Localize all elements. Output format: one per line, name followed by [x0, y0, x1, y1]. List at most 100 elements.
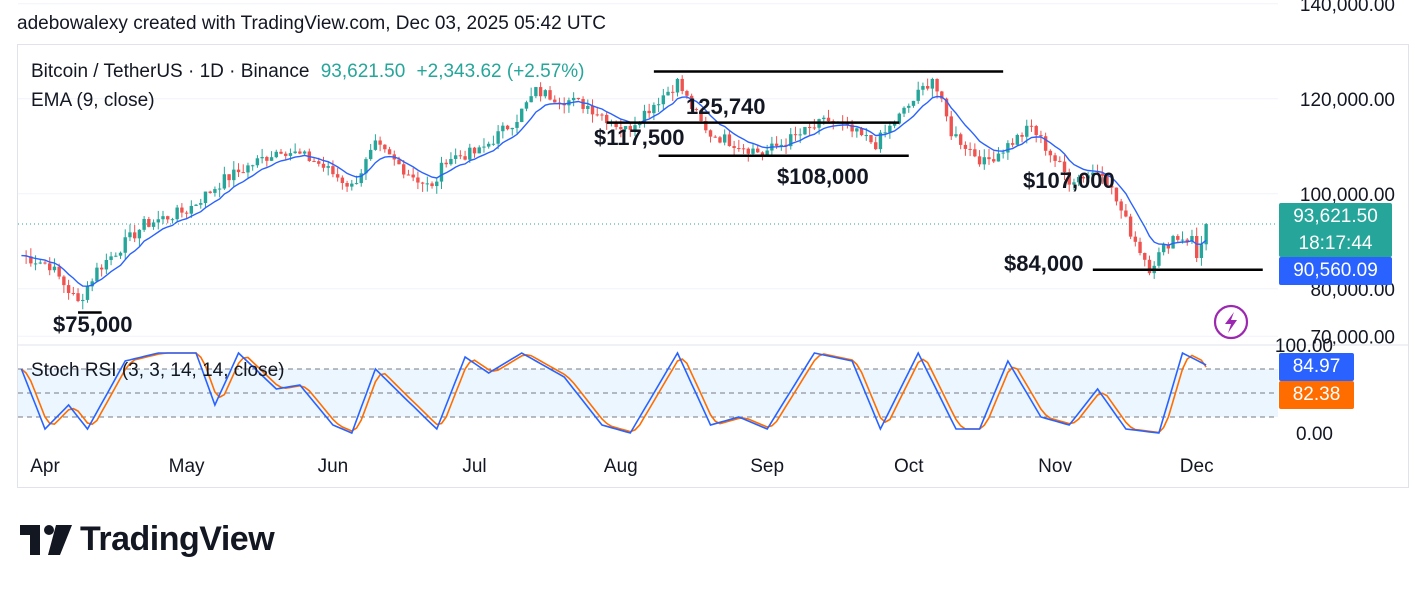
candle — [81, 293, 85, 310]
x-tick-label: Oct — [894, 456, 924, 477]
candle — [1053, 152, 1057, 167]
candle — [76, 288, 80, 303]
candle — [671, 85, 675, 101]
candle-body — [477, 147, 481, 154]
candle-body — [949, 116, 953, 137]
candle — [902, 106, 906, 118]
candle-body — [505, 125, 510, 130]
candle — [1114, 187, 1119, 206]
candle — [633, 116, 637, 137]
candle — [326, 161, 330, 176]
candle — [1029, 119, 1034, 132]
candle-body — [62, 276, 66, 286]
candle-body — [524, 102, 529, 109]
candle-body — [774, 143, 779, 146]
candle-body — [468, 147, 472, 160]
candle — [869, 135, 873, 144]
candle — [807, 121, 812, 136]
candle — [222, 166, 227, 190]
candle — [350, 179, 354, 191]
candle-body — [472, 147, 477, 154]
candle-body — [279, 151, 283, 154]
candle-body — [368, 149, 373, 160]
candle — [1119, 198, 1123, 219]
candle-body — [671, 91, 675, 93]
x-tick-label: Apr — [30, 456, 60, 477]
candle-body — [907, 105, 911, 108]
candle-body — [99, 267, 104, 270]
candle — [486, 141, 491, 149]
candle-body — [463, 156, 467, 160]
candle — [699, 108, 703, 124]
candle-body — [66, 285, 71, 293]
candle-body — [661, 95, 666, 105]
candle — [236, 163, 241, 178]
candle — [992, 151, 996, 164]
candle-body — [52, 266, 57, 271]
candle-body — [184, 212, 189, 214]
candle-body — [203, 191, 208, 204]
tradingview-logo[interactable]: TradingView — [20, 520, 275, 559]
candle-body — [1039, 135, 1043, 137]
last-price-tag-value: 93,621.50 — [1293, 206, 1378, 227]
candle-body — [954, 134, 958, 137]
candle-body — [1091, 172, 1095, 176]
candle — [265, 155, 269, 167]
candle — [250, 164, 255, 171]
candle — [142, 216, 146, 232]
candle — [109, 251, 113, 266]
candle — [520, 108, 524, 123]
lightning-icon — [1213, 304, 1249, 340]
candle-body — [288, 153, 293, 156]
candle-body — [482, 146, 486, 148]
candle — [789, 128, 793, 150]
candle — [652, 102, 656, 121]
candle-body — [501, 125, 505, 132]
candle-body — [803, 126, 807, 135]
candle-body — [1185, 239, 1189, 242]
candle-body — [430, 183, 434, 187]
candle-body — [666, 91, 670, 96]
candle — [1190, 229, 1194, 244]
candle — [387, 146, 392, 155]
candle — [548, 86, 552, 101]
candle-body — [298, 151, 302, 154]
candle — [604, 112, 609, 130]
candle-body — [1067, 172, 1071, 185]
candle-body — [647, 110, 651, 114]
candle — [472, 146, 477, 158]
candle — [132, 224, 137, 243]
candle-body — [713, 136, 717, 138]
candle — [501, 122, 505, 139]
candle — [954, 126, 958, 138]
candle-body — [623, 126, 628, 130]
candle — [874, 136, 878, 151]
candle-body — [1143, 252, 1147, 260]
candle — [246, 162, 250, 178]
candle — [232, 161, 236, 188]
candle — [1058, 156, 1062, 163]
candle — [666, 86, 670, 96]
candle — [99, 264, 104, 277]
candle — [1204, 223, 1208, 251]
candle — [255, 155, 260, 168]
candle-body — [888, 125, 892, 133]
candle-body — [1190, 236, 1194, 242]
candle-body — [255, 158, 260, 166]
candle-body — [992, 159, 996, 162]
level-annotation: $107,000 — [1023, 168, 1115, 193]
candle-body — [1025, 125, 1029, 137]
candle-body — [685, 91, 689, 96]
candle — [987, 148, 991, 165]
candle-body — [694, 109, 699, 111]
candle-body — [180, 207, 184, 213]
candle — [66, 279, 71, 300]
x-tick-label: Dec — [1180, 456, 1214, 477]
candle-body — [534, 87, 538, 97]
candle — [586, 99, 590, 114]
candle-body — [1001, 152, 1005, 154]
candle-body — [944, 98, 949, 117]
candle-body — [765, 150, 769, 155]
candle-body — [590, 105, 595, 115]
